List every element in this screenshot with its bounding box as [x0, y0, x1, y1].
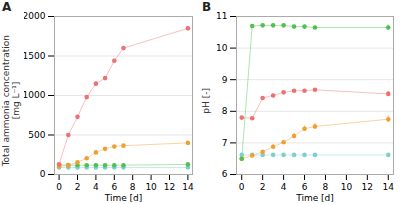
svg-text:11: 11 [216, 11, 227, 21]
html-text:B: B [202, 0, 212, 14]
svg-text:0: 0 [40, 169, 46, 179]
svg-text:10: 10 [145, 182, 157, 192]
html-text:A: A [2, 0, 12, 14]
svg-text:1000: 1000 [24, 90, 46, 100]
svg-text:0: 0 [239, 182, 245, 192]
svg-text:6: 6 [111, 182, 117, 192]
svg-text:6: 6 [222, 169, 228, 179]
svg-text:8: 8 [323, 182, 329, 192]
svg-text:0: 0 [56, 182, 62, 192]
svg-text:2: 2 [75, 182, 81, 192]
svg-text:12: 12 [164, 182, 175, 192]
svg-text:4: 4 [281, 182, 287, 192]
svg-text:Time [d]: Time [d] [295, 193, 334, 203]
svg-text:14: 14 [182, 182, 194, 192]
svg-text:Time [d]: Time [d] [104, 193, 143, 203]
svg-text:10: 10 [216, 43, 228, 53]
svg-text:9: 9 [222, 75, 228, 85]
svg-text:6: 6 [302, 182, 308, 192]
svg-text:12: 12 [362, 182, 373, 192]
html-text:pH [-]: pH [-] [201, 88, 211, 114]
html-text:Total ammonia concentration [m: Total ammonia concentration [mg L⁻¹] [1, 35, 21, 167]
svg-text:2: 2 [260, 182, 266, 192]
svg-text:8: 8 [130, 182, 136, 192]
svg-text:2000: 2000 [24, 11, 46, 21]
svg-text:10: 10 [341, 182, 353, 192]
svg-text:1500: 1500 [24, 51, 46, 61]
svg-text:500: 500 [28, 130, 45, 140]
svg-text:14: 14 [383, 182, 395, 192]
svg-text:8: 8 [222, 106, 228, 116]
svg-text:4: 4 [93, 182, 99, 192]
svg-text:7: 7 [222, 138, 228, 148]
